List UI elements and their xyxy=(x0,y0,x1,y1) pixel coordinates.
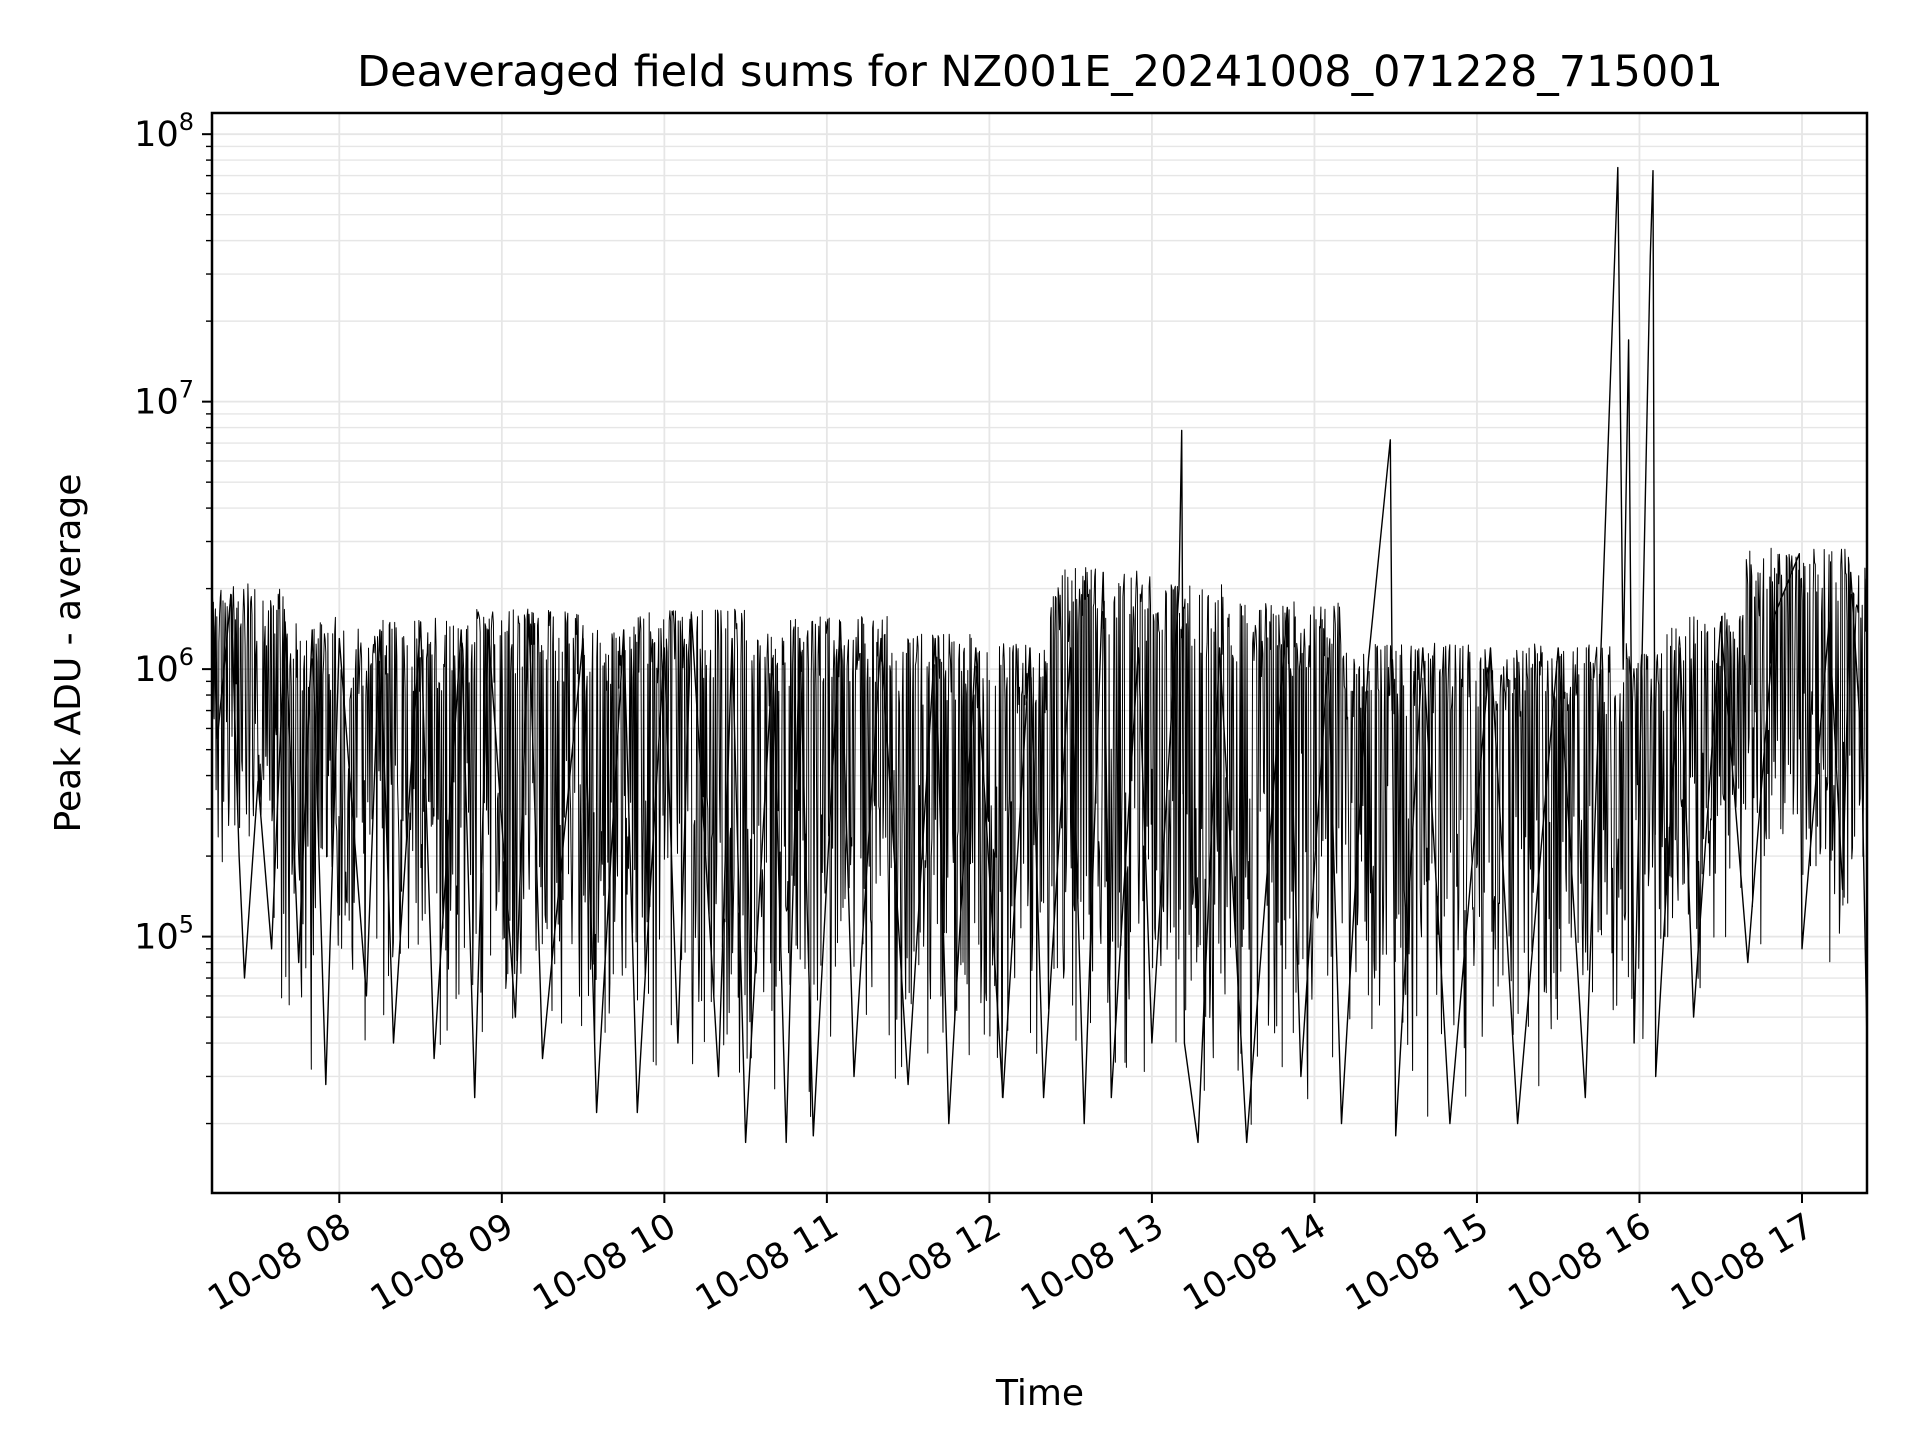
grid xyxy=(212,113,1867,1193)
y-tick-label: 107 xyxy=(134,376,194,423)
y-tick-base: 10 xyxy=(134,650,179,690)
series-noise xyxy=(211,547,1867,1125)
y-tick-base: 10 xyxy=(134,383,179,423)
y-tick-exponent: 7 xyxy=(179,376,194,404)
y-axis-label: Peak ADU - average xyxy=(48,474,89,833)
y-tick-label: 106 xyxy=(134,643,194,690)
y-tick-exponent: 5 xyxy=(179,911,194,939)
spike-layer xyxy=(211,547,1867,1125)
y-tick-label: 105 xyxy=(134,911,194,958)
series-layer xyxy=(211,166,1868,1144)
y-tick-base: 10 xyxy=(134,115,179,155)
x-axis-label: Time xyxy=(995,1373,1084,1414)
y-tick-exponent: 8 xyxy=(179,108,194,136)
chart-title: Deaveraged field sums for NZ001E_2024100… xyxy=(357,47,1723,97)
series-line xyxy=(211,166,1868,1144)
y-tick-label: 108 xyxy=(134,108,194,155)
y-tick-base: 10 xyxy=(134,918,179,958)
plot-frame xyxy=(210,111,1869,1195)
y-tick-exponent: 6 xyxy=(179,643,194,671)
